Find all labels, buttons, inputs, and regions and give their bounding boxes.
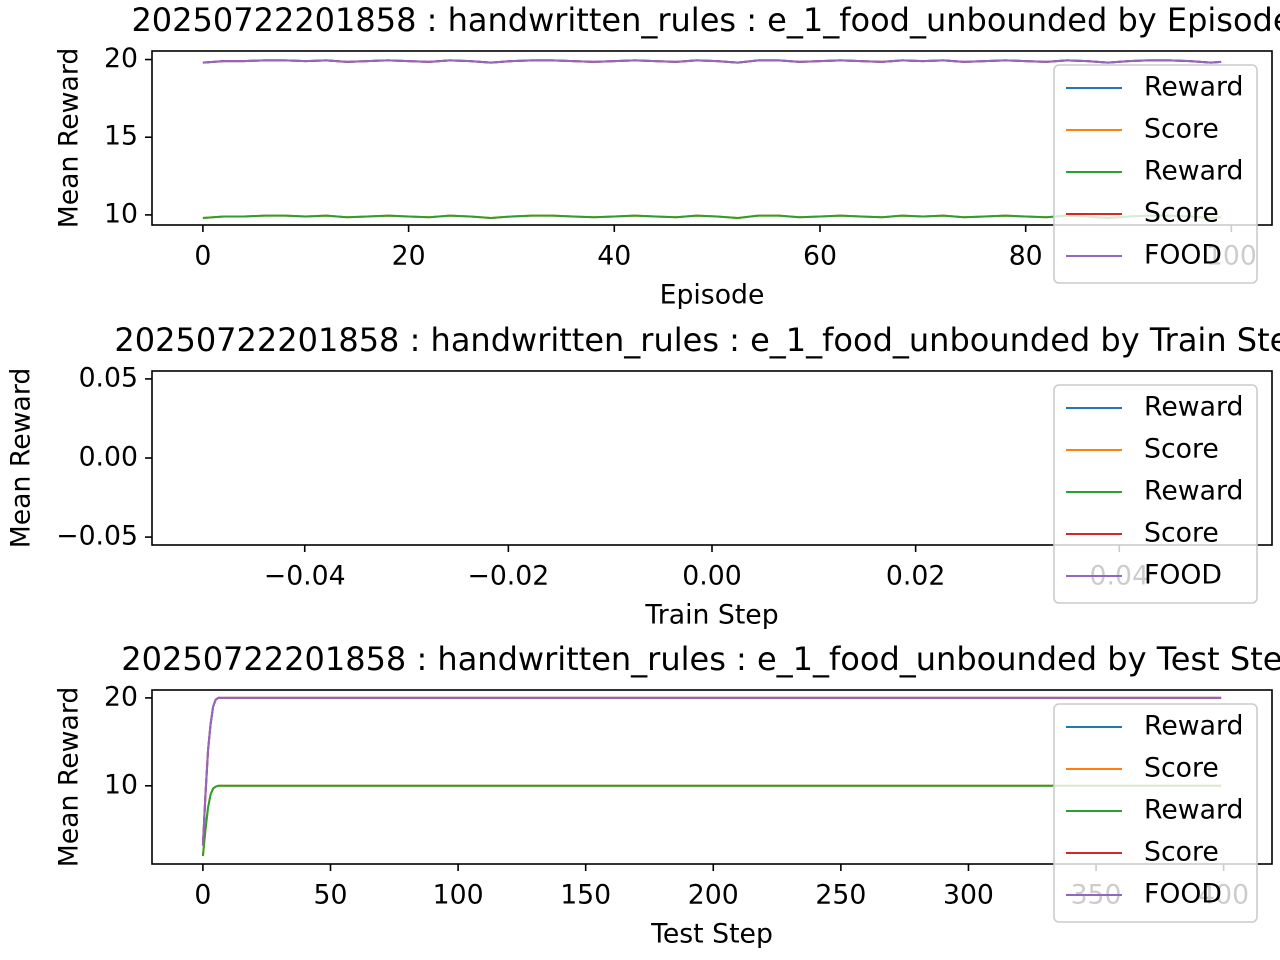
subplot: 20250722201858 : handwritten_rules : e_1…	[54, 640, 1280, 950]
legend-label: Reward	[1144, 72, 1243, 103]
legend-label: Reward	[1144, 711, 1243, 742]
x-axis-label: Train Step	[644, 600, 778, 631]
x-tick-label: 40	[597, 241, 631, 272]
x-tick-label: 0	[194, 880, 211, 911]
legend-label: Score	[1144, 837, 1219, 868]
x-tick-label: −0.04	[264, 561, 346, 592]
subplot-title: 20250722201858 : handwritten_rules : e_1…	[131, 1, 1280, 39]
x-tick-label: 0	[194, 241, 211, 272]
legend-box	[1053, 703, 1258, 923]
subplot-title: 20250722201858 : handwritten_rules : e_1…	[121, 640, 1280, 678]
legend-label: Score	[1144, 518, 1219, 549]
legend-box	[1053, 64, 1258, 284]
series-line	[201, 784, 1222, 857]
x-tick-label: 50	[314, 880, 348, 911]
legend-label: Score	[1144, 434, 1219, 465]
axes-frame	[151, 689, 1273, 865]
axes-frame	[151, 370, 1273, 546]
subplot: 20250722201858 : handwritten_rules : e_1…	[6, 321, 1280, 631]
axes-frame	[151, 50, 1273, 226]
x-tick-label: 20	[392, 241, 426, 272]
x-axis-label: Test Step	[650, 919, 773, 950]
x-tick-label: 300	[943, 880, 994, 911]
y-tick-label: 0.00	[79, 442, 138, 473]
legend-label: Reward	[1144, 795, 1243, 826]
x-tick-label: 200	[688, 880, 739, 911]
x-tick-label: 100	[433, 880, 484, 911]
legend-label: FOOD	[1144, 560, 1222, 591]
series-line	[201, 696, 1222, 846]
y-axis-label: Mean Reward	[6, 368, 37, 549]
legend-label: FOOD	[1144, 879, 1222, 910]
x-tick-label: 250	[815, 880, 866, 911]
legend-label: Score	[1144, 753, 1219, 784]
y-axis-label: Mean Reward	[54, 48, 85, 229]
y-tick-label: 20	[104, 43, 138, 74]
y-tick-label: 15	[104, 121, 138, 152]
legend-label: Score	[1144, 198, 1219, 229]
legend-label: Reward	[1144, 156, 1243, 187]
series-line	[202, 59, 1222, 64]
legend: Reward Score Reward Score FOOD	[1053, 703, 1258, 923]
subplot-title: 20250722201858 : handwritten_rules : e_1…	[114, 321, 1280, 359]
legend: Reward Score Reward Score FOOD	[1053, 384, 1258, 604]
x-axis-label: Episode	[660, 280, 765, 311]
legend-label: FOOD	[1144, 240, 1222, 271]
legend: Reward Score Reward Score FOOD	[1053, 64, 1258, 284]
x-tick-label: 60	[803, 241, 837, 272]
y-tick-label: −0.05	[56, 521, 138, 552]
subplot: 20250722201858 : handwritten_rules : e_1…	[54, 1, 1280, 311]
x-tick-label: 0.02	[886, 561, 945, 592]
y-tick-label: 10	[104, 769, 138, 800]
x-tick-label: 0.00	[682, 561, 741, 592]
x-tick-label: 80	[1009, 241, 1043, 272]
y-tick-label: 20	[104, 681, 138, 712]
y-tick-label: 10	[104, 198, 138, 229]
x-tick-label: −0.02	[467, 561, 549, 592]
legend-label: Score	[1144, 114, 1219, 145]
legend-label: Reward	[1144, 476, 1243, 507]
legend-label: Reward	[1144, 392, 1243, 423]
y-tick-label: 0.05	[79, 362, 138, 393]
legend-box	[1053, 384, 1258, 604]
x-tick-label: 150	[560, 880, 611, 911]
y-axis-label: Mean Reward	[54, 687, 85, 868]
